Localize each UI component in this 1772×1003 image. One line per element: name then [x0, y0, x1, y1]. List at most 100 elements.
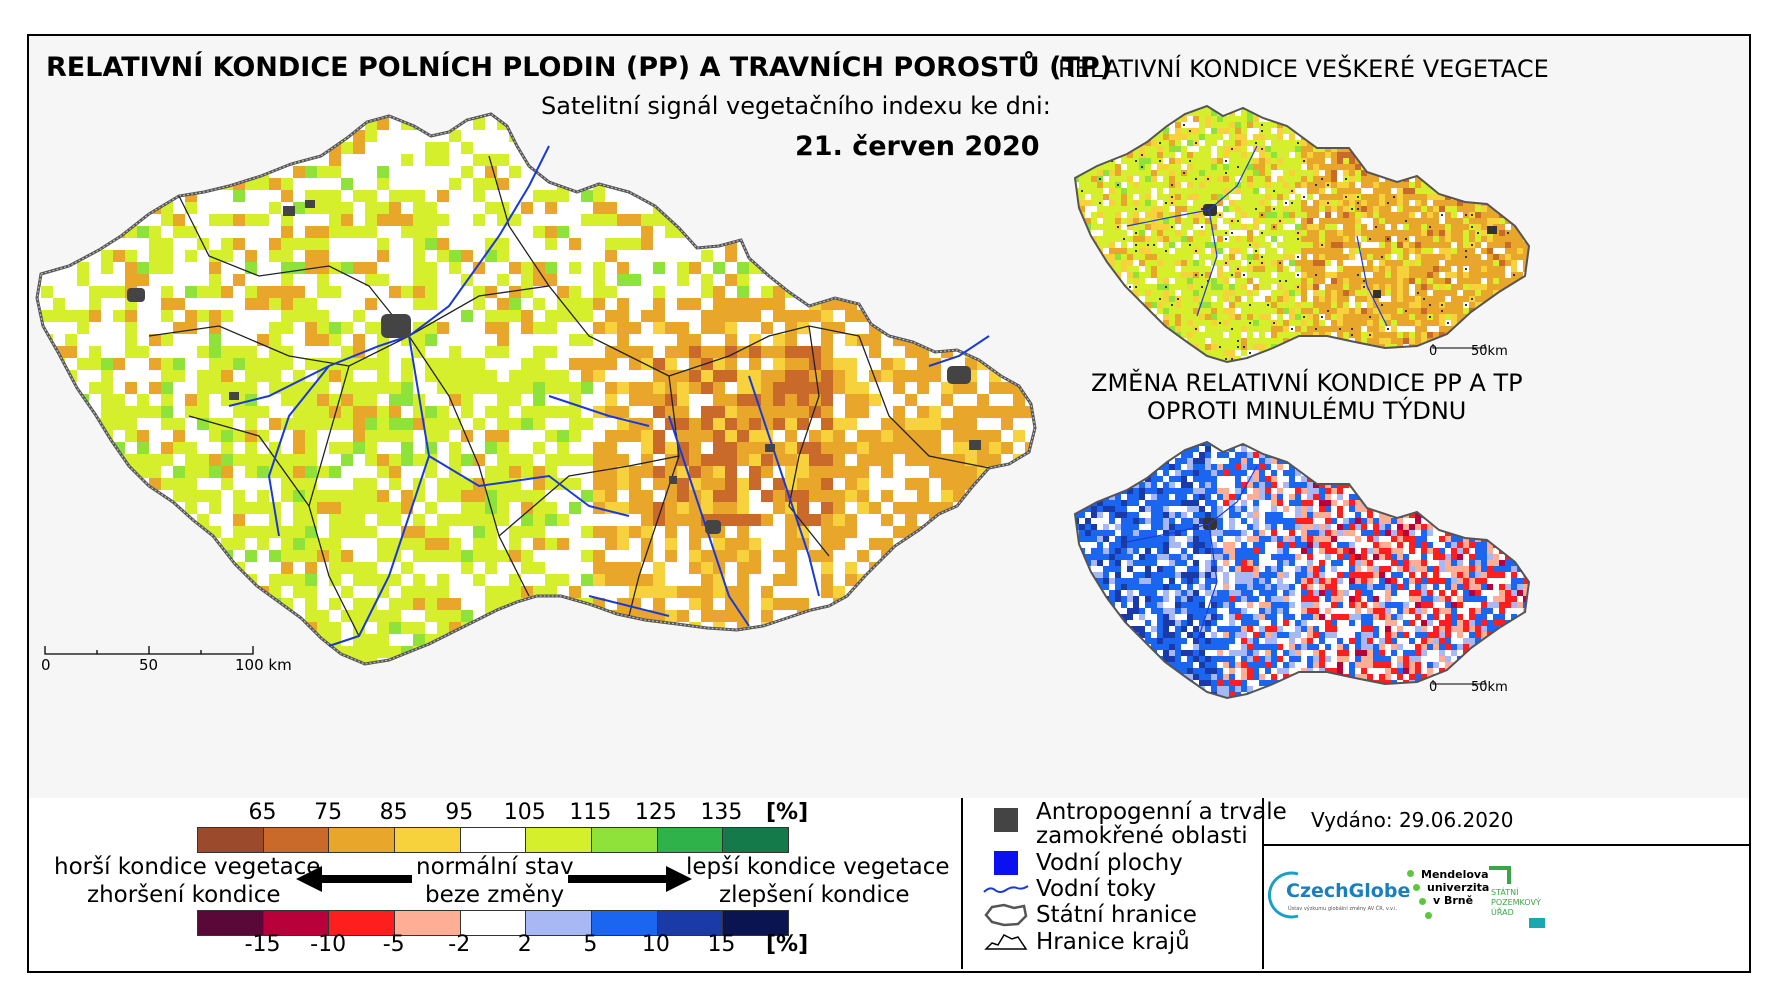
legend-divider-horizontal	[1262, 844, 1749, 846]
condition_scale-tick-label: 75	[314, 800, 343, 825]
key-anthropogenic: Antropogenní a trvale zamokřené oblasti	[984, 800, 1287, 848]
change_scale-tick-label: 2	[517, 932, 532, 957]
change-scale-end: 50km	[1471, 680, 1508, 695]
legend-divider-left	[961, 798, 963, 969]
spu-logo: STÁTNÍ POZEMKOVÝ ÚŘAD	[1489, 866, 1559, 930]
condition-scale-unit: [%]	[766, 800, 809, 825]
arrow-center-top: normální stav	[416, 854, 574, 880]
change_scale-swatch	[263, 911, 330, 935]
key-anthropogenic-line2: zamokřené oblasti	[1036, 823, 1248, 849]
change_scale-tick-label: -15	[244, 932, 281, 957]
condition_scale-swatch	[198, 828, 264, 852]
condition_scale-tick-label: 65	[248, 800, 277, 825]
arrow-left-top: horší kondice vegetace	[54, 854, 321, 880]
condition_scale-tick-label: 95	[445, 800, 474, 825]
condition-color-bar	[197, 827, 789, 853]
czechglobe-logo: CzechGlobe Ústav výzkumu globální změny …	[1267, 870, 1422, 930]
change_scale-tick-label: -5	[382, 932, 405, 957]
change_scale-tick-label: 15	[707, 932, 736, 957]
mendelu-line3: v Brně	[1433, 894, 1474, 907]
mendelu-line1: Mendelova	[1421, 868, 1489, 881]
condition_scale-tick-label: 85	[379, 800, 408, 825]
main-scale-end: 100 km	[235, 656, 292, 674]
state-border-icon	[984, 902, 1028, 928]
mendelu-dot-2	[1413, 884, 1420, 891]
anthropogenic-areas	[127, 200, 981, 534]
arrow-left-bottom: zhoršení kondice	[87, 882, 281, 908]
arrow-right-top: lepší kondice vegetace	[686, 854, 950, 880]
veg-scale-zero: 0	[1429, 344, 1438, 359]
right-top-title: RELATIVNÍ KONDICE VEŠKERÉ VEGETACE	[1058, 55, 1549, 83]
main-map	[35, 112, 1037, 666]
vegetation-map	[1074, 105, 1530, 363]
spu-mark-top	[1489, 866, 1511, 884]
key-region-border-label: Hranice krajů	[1036, 929, 1190, 955]
change_scale-swatch	[657, 911, 724, 935]
key-region-border: Hranice krajů	[984, 929, 1190, 955]
main-scale-zero: 0	[41, 656, 51, 674]
czechglobe-name: CzechGlobe	[1286, 880, 1411, 902]
change_scale-swatch	[460, 911, 527, 935]
arrow-center-bottom: beze změny	[425, 882, 565, 908]
spu-line2: POZEMKOVÝ	[1491, 898, 1541, 907]
condition_scale-swatch	[460, 828, 527, 852]
condition_scale-tick-label: 105	[503, 800, 546, 825]
map-area: RELATIVNÍ KONDICE POLNÍCH PLODIN (PP) A …	[29, 36, 1749, 800]
change_scale-swatch	[198, 911, 264, 935]
condition_scale-swatch	[657, 828, 724, 852]
region-border-icon	[984, 929, 1028, 955]
condition_scale-tick-label: 125	[634, 800, 677, 825]
arrow-right-bottom: zlepšení kondice	[719, 882, 910, 908]
change-scale-unit: [%]	[766, 932, 809, 957]
condition_scale-swatch	[723, 828, 789, 852]
condition_scale-tick-label: 135	[700, 800, 743, 825]
mendelu-dot-3	[1419, 898, 1426, 905]
change_scale-swatch	[395, 911, 461, 935]
change-map	[1074, 441, 1530, 699]
change_scale-tick-label: 10	[641, 932, 670, 957]
key-state-border: Státní hranice	[984, 902, 1197, 928]
anthropogenic-square-icon	[984, 800, 1028, 832]
condition_scale-swatch	[526, 828, 593, 852]
condition_scale-swatch	[395, 828, 461, 852]
subtitle: Satelitní signál vegetačního indexu ke d…	[541, 92, 1051, 120]
change-scale-zero: 0	[1429, 680, 1438, 695]
czechglobe-subtitle: Ústav výzkumu globální změny AV ČR, v.v.…	[1288, 906, 1398, 912]
change_scale-tick-label: -10	[310, 932, 347, 957]
key-water: Vodní plochy	[984, 850, 1183, 876]
legend-panel: 65 75 85 95 105 115 125 135 [%] horší kondice v…	[29, 798, 1749, 971]
key-anthropogenic-line1: Antropogenní a trvale	[1036, 799, 1287, 825]
main-title: RELATIVNÍ KONDICE POLNÍCH PLODIN (PP) A …	[46, 52, 1112, 83]
direction-arrows	[296, 866, 692, 892]
legend-divider-right	[1262, 798, 1264, 969]
condition_scale-swatch	[263, 828, 330, 852]
change_scale-tick-label: 5	[583, 932, 598, 957]
mendelu-dot-1	[1407, 870, 1414, 877]
spu-mark-bottom	[1529, 918, 1545, 928]
key-rivers-label: Vodní toky	[1036, 876, 1157, 902]
main-scale-bar	[44, 646, 254, 655]
condition_scale-swatch	[592, 828, 658, 852]
change_scale-tick-label: -2	[448, 932, 471, 957]
change_scale-swatch	[592, 911, 658, 935]
change_scale-swatch	[526, 911, 593, 935]
key-rivers: Vodní toky	[983, 876, 1157, 902]
mendelu-dot-4	[1425, 912, 1432, 919]
right-bottom-title-line2: OPROTI MINULÉMU TÝDNU	[1147, 397, 1467, 425]
spu-line1: STÁTNÍ	[1491, 888, 1519, 897]
mendelu-logo: Mendelova univerzita v Brně	[1407, 868, 1489, 928]
date-label: 21. červen 2020	[795, 131, 1040, 162]
spu-line3: ÚŘAD	[1491, 908, 1514, 917]
water-square-icon	[984, 850, 1028, 876]
condition_scale-swatch	[329, 828, 396, 852]
change_scale-swatch	[723, 911, 789, 935]
veg-scale-end: 50km	[1471, 344, 1508, 359]
right-bottom-title-line1: ZMĚNA RELATIVNÍ KONDICE PP A TP	[1091, 369, 1523, 397]
river-line-icon	[983, 876, 1029, 902]
main-scale-mid: 50	[139, 656, 159, 674]
key-state-border-label: Státní hranice	[1036, 902, 1197, 928]
figure-frame: RELATIVNÍ KONDICE POLNÍCH PLODIN (PP) A …	[27, 34, 1751, 973]
key-water-label: Vodní plochy	[1036, 850, 1183, 876]
change_scale-swatch	[329, 911, 396, 935]
issued-date: Vydáno: 29.06.2020	[1311, 808, 1514, 832]
